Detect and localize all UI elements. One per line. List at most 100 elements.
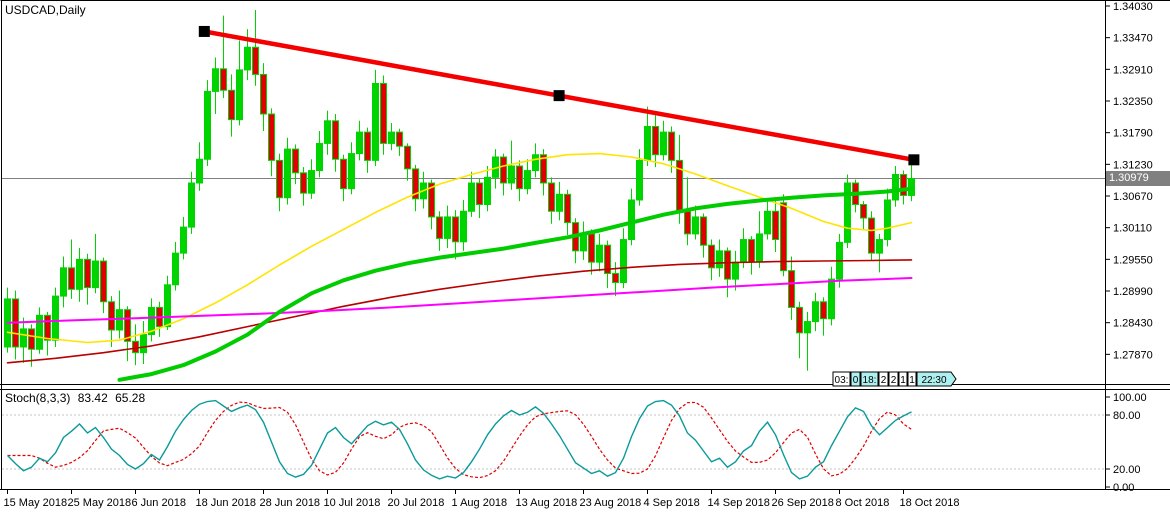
bull-candle <box>236 69 243 121</box>
date-tick-label: 25 May 2018 <box>68 497 132 509</box>
bull-candle <box>172 252 179 286</box>
countdown-segment <box>860 371 879 387</box>
stoch-tick-label: 100.00 <box>1113 392 1147 404</box>
price-tick-label: 1.33470 <box>1113 33 1153 45</box>
bull-candle <box>692 216 699 235</box>
stoch-signal-line <box>7 401 912 479</box>
countdown-segment-label: 2 <box>881 375 887 386</box>
ma-yellow-line <box>6 152 913 344</box>
bull-candle <box>892 174 899 201</box>
indicator-label: Stoch(8,3,3) 83.42 65.28 <box>5 391 149 405</box>
bear-candle <box>860 203 867 219</box>
time-axis[interactable]: 15 May 2018 25 May 2018 6 Jun 2018 18 Jun 2… <box>4 490 960 509</box>
bull-candle <box>188 182 195 228</box>
countdown-segment <box>888 371 899 387</box>
countdown-segment <box>907 371 917 387</box>
trendline-anchor-marker[interactable] <box>553 90 565 102</box>
date-tick-label: 10 Jul 2018 <box>324 497 381 509</box>
bear-candle <box>340 158 347 190</box>
ma-green-line <box>117 186 914 382</box>
bear-candle <box>724 250 731 280</box>
bear-candle <box>780 202 787 272</box>
bull-candle <box>348 153 355 190</box>
bear-candle <box>268 113 275 161</box>
bear-candle <box>788 270 795 308</box>
bull-candle <box>316 142 323 172</box>
indicator-signal-value: 65.28 <box>115 391 146 405</box>
bear-candle <box>364 131 371 161</box>
stoch-tick-label: 0.00 <box>1113 482 1134 494</box>
countdown-segment-label: 18: <box>863 375 877 386</box>
bull-candle <box>628 199 635 241</box>
price-tick-label: 1.32350 <box>1113 96 1153 108</box>
bull-candle <box>764 210 771 235</box>
countdown-segment <box>878 371 889 387</box>
countdown-segment-label: 22:30 <box>921 375 946 386</box>
candles-group <box>4 9 915 371</box>
ma-magenta-line <box>6 277 913 324</box>
bear-candle <box>796 306 803 334</box>
date-tick-label: 23 Aug 2018 <box>580 497 642 509</box>
bull-candle <box>532 154 539 172</box>
trendline-anchor-marker[interactable] <box>198 25 210 37</box>
bull-candle <box>244 46 251 71</box>
bull-candle <box>828 278 835 320</box>
main-panel[interactable] <box>2 9 1105 382</box>
bear-candle <box>28 328 35 350</box>
trendline-anchor-marker[interactable] <box>908 154 920 166</box>
date-tick-label: 18 Jun 2018 <box>196 497 257 509</box>
bear-candle <box>260 73 267 115</box>
bear-candle <box>868 217 875 254</box>
bear-candle <box>332 120 339 160</box>
bull-candle <box>284 148 291 199</box>
stochastic-panel[interactable] <box>2 399 1105 480</box>
price-tick-label: 1.31790 <box>1113 128 1153 140</box>
bull-candle <box>844 182 851 243</box>
price-tick-label: 1.27870 <box>1113 349 1153 361</box>
bear-candle <box>748 239 755 263</box>
date-tick-label: 15 May 2018 <box>4 497 68 509</box>
date-tick-label: 26 Sep 2018 <box>772 497 834 509</box>
indicator-name: Stoch(8,3,3) <box>5 391 71 405</box>
stoch-tick-label: 80.00 <box>1113 410 1141 422</box>
price-tick-label: 1.30670 <box>1113 191 1153 203</box>
date-tick-label: 6 Jun 2018 <box>132 497 186 509</box>
bear-candle <box>900 174 907 196</box>
bull-candle <box>116 309 123 331</box>
price-tick-label: 1.30110 <box>1113 223 1152 235</box>
bear-candle <box>820 301 827 320</box>
date-tick-label: 13 Aug 2018 <box>516 497 578 509</box>
bear-candle <box>540 154 547 184</box>
bull-candle <box>308 170 315 194</box>
bear-candle <box>412 168 419 200</box>
price-axis[interactable]: 1.34030 1.33470 1.32910 1.32350 1.31790 1.312… <box>1105 1 1153 494</box>
bear-candle <box>668 131 675 161</box>
bull-candle <box>140 334 147 354</box>
date-tick-label: 8 Oct 2018 <box>836 497 890 509</box>
bull-candle <box>876 239 883 254</box>
bull-candle <box>76 258 83 290</box>
bear-candle <box>396 131 403 147</box>
bear-candle <box>276 159 283 199</box>
bull-candle <box>164 284 171 328</box>
price-tick-label: 1.31230 <box>1113 159 1153 171</box>
bull-candle <box>508 165 515 184</box>
countdown-segment-label: 1 <box>909 375 915 386</box>
bear-candle <box>380 82 387 144</box>
bull-candle <box>444 216 451 239</box>
bull-candle <box>804 321 811 334</box>
bull-candle <box>580 233 587 252</box>
bull-candle <box>596 244 603 263</box>
bear-candle <box>612 272 619 284</box>
bull-candle <box>556 193 563 212</box>
bull-candle <box>484 176 491 205</box>
bull-candle <box>196 158 203 184</box>
bear-candle <box>564 193 571 224</box>
bear-candle <box>516 165 523 190</box>
bull-candle <box>524 170 531 190</box>
countdown-segment <box>832 371 851 387</box>
price-tick-label: 1.29550 <box>1113 254 1153 266</box>
current-price-label: 1.30979 <box>1106 171 1170 186</box>
